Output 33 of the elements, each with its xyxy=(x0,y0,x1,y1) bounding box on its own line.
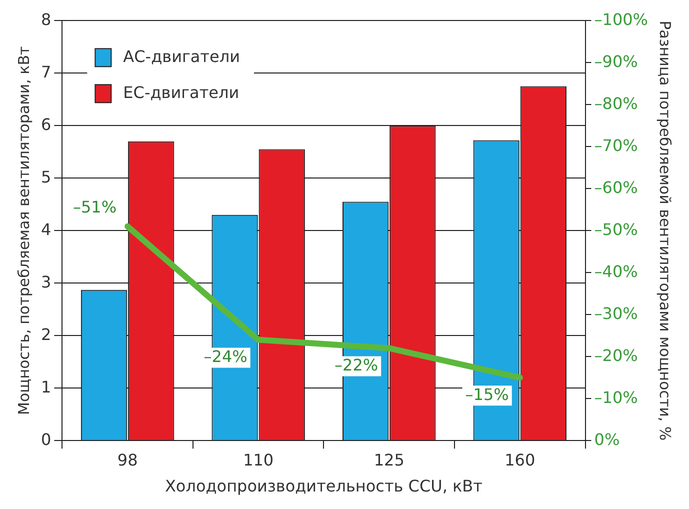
y2-tick-label: –20% xyxy=(594,346,638,365)
y-tick-label: 8 xyxy=(40,10,52,29)
legend-label: АС-двигатели xyxy=(123,46,240,66)
y2-tick-label: –40% xyxy=(594,262,638,281)
y2-tick-label: 0% xyxy=(594,430,620,449)
y-tick-label: 1 xyxy=(40,377,52,396)
data-label: –51% xyxy=(73,198,117,217)
data-label: –22% xyxy=(334,355,378,374)
y2-tick-label: –10% xyxy=(594,388,638,407)
y2-tick-label: –60% xyxy=(594,178,638,197)
y-tick-label: 5 xyxy=(40,167,52,186)
data-label: –15% xyxy=(465,384,509,404)
y-tick-label: 7 xyxy=(40,62,52,82)
x-axis-title: Холодопроизводительность CCU, кВт xyxy=(164,476,482,496)
y2-tick-label: –30% xyxy=(594,304,638,323)
x-tick-label: 125 xyxy=(374,450,404,470)
y2-tick-label: –50% xyxy=(594,220,638,239)
x-tick-label: 110 xyxy=(243,450,274,470)
x-tick-label: 160 xyxy=(504,450,536,470)
y2-axis-title: Разница потребляемой вентиляторами мощности, % xyxy=(656,20,674,441)
y-tick-label: 2 xyxy=(40,324,52,344)
y-axis-title: Мощность, потребляемая вентиляторами, кВт xyxy=(14,46,33,415)
x-tick-label: 98 xyxy=(117,450,138,470)
y-tick-label: 0 xyxy=(40,430,52,449)
y2-tick-label: –100% xyxy=(594,10,648,29)
y-tick-label: 3 xyxy=(40,272,52,292)
y2-tick-label: –70% xyxy=(594,136,638,155)
y2-tick-label: –90% xyxy=(594,52,638,71)
legend-label: ЕС-двигатели xyxy=(123,82,240,102)
data-label: –24% xyxy=(204,346,248,366)
y2-tick-label: –80% xyxy=(594,94,638,113)
y-tick-label: 4 xyxy=(40,220,52,239)
y-tick-label: 6 xyxy=(40,114,52,134)
